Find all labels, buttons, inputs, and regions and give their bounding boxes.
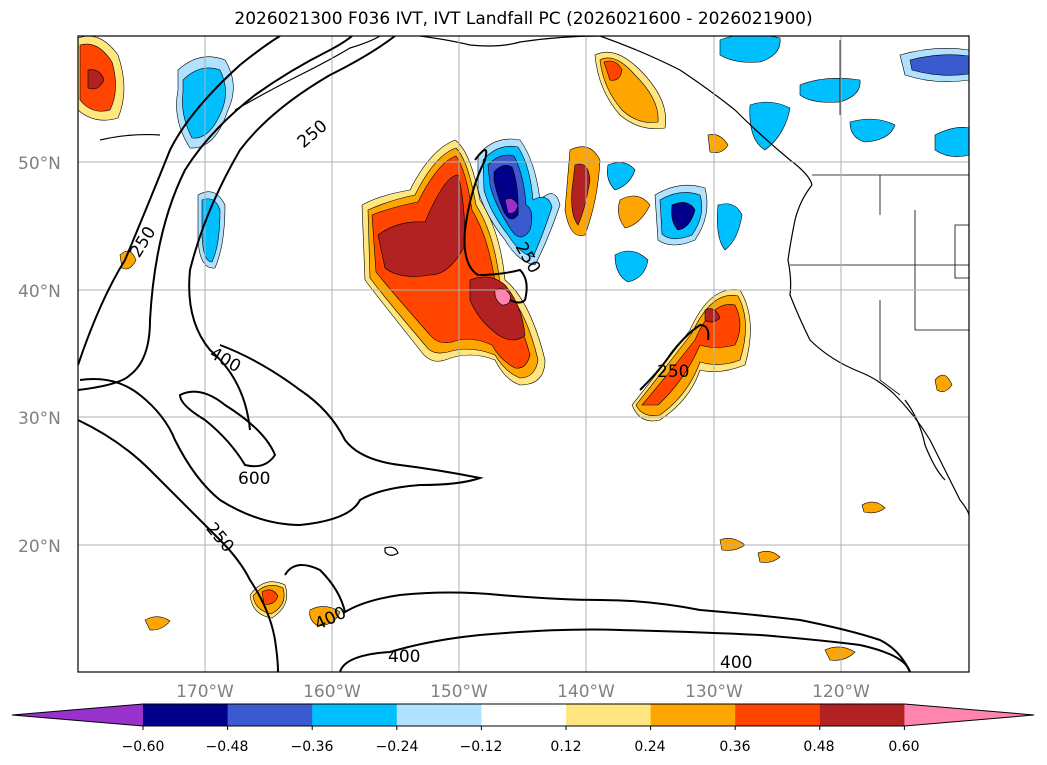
colorbar-tick-label: 0.60	[888, 739, 919, 755]
contour-label-400: 400	[388, 647, 420, 667]
colorbar-tick-label: −0.60	[122, 739, 165, 755]
borders	[790, 40, 969, 396]
colorbar-tick-label: −0.12	[460, 739, 503, 755]
pc-positive-region	[861, 501, 886, 514]
colorbar	[11, 703, 1035, 730]
colorbar-swatch	[481, 704, 567, 726]
colorbar-swatch	[312, 704, 398, 726]
colorbar-tick-label: 0.12	[550, 739, 581, 755]
pc-negative-region	[719, 36, 781, 63]
pc-positive-region	[641, 304, 741, 406]
colorbar-tick-label: −0.48	[206, 739, 249, 755]
contour-label-600: 600	[238, 469, 270, 489]
pc-positive-region	[618, 195, 651, 229]
colorbar-swatch	[227, 704, 313, 726]
lat-label: 20°N	[18, 537, 61, 557]
pc-positive-region	[603, 60, 623, 81]
lat-axis: 50°N 40°N 30°N 20°N	[18, 154, 61, 557]
colorbar-swatch	[735, 704, 821, 726]
contour-label-400: 400	[720, 653, 752, 673]
pc-negative-region	[504, 198, 519, 214]
lon-label: 140°W	[557, 682, 615, 702]
colorbar-extend-min	[12, 704, 143, 726]
colorbar-tick-label: 0.48	[803, 739, 834, 755]
colorbar-swatch	[566, 704, 652, 726]
pc-positive-region	[144, 616, 171, 631]
map-title: 2026021300 F036 IVT, IVT Landfall PC (20…	[234, 9, 813, 29]
lon-label: 120°W	[812, 682, 870, 702]
pc-negative-region	[607, 162, 636, 191]
pc-positive-region	[757, 550, 781, 563]
contour-label-250: 250	[657, 362, 689, 382]
colorbar-tick-label: −0.36	[291, 739, 334, 755]
pc-negative-region	[909, 54, 969, 76]
pc-positive-region	[261, 589, 279, 605]
map-panel: 250 250 250 250 250 400 400 400 400 600	[78, 36, 969, 673]
colorbar-tick-label: 0.36	[719, 739, 750, 755]
pc-positive-region	[119, 250, 137, 270]
pc-negative-region	[717, 203, 743, 251]
lon-label: 150°W	[430, 682, 488, 702]
coastlines	[99, 36, 969, 556]
map-frame	[77, 35, 970, 673]
pc-positive-region	[469, 276, 526, 341]
pc-positive-region	[824, 646, 856, 661]
lon-axis: 170°W 160°W 150°W 140°W 130°W 120°W	[176, 682, 870, 702]
lat-label: 50°N	[18, 154, 61, 174]
pc-positive-region	[377, 174, 466, 277]
colorbar-tick-labels: −0.60 −0.48 −0.36 −0.24 −0.12 0.12 0.24 …	[122, 739, 920, 755]
lat-label: 30°N	[18, 409, 61, 429]
lat-label: 40°N	[18, 282, 61, 302]
colorbar-swatch	[396, 704, 482, 726]
pc-negative-region	[934, 127, 969, 157]
pc-positive-region	[87, 69, 105, 90]
colorbar-swatch	[143, 704, 229, 726]
pc-positive-region	[494, 288, 511, 306]
pc-negative-region	[614, 250, 649, 283]
pc-negative-region	[182, 67, 226, 139]
colorbar-swatch	[650, 704, 736, 726]
pc-positive-region	[704, 308, 721, 323]
colorbar-tick-label: 0.24	[634, 739, 665, 755]
lon-label: 160°W	[303, 682, 361, 702]
pc-negative-region	[749, 101, 791, 151]
pc-shading	[78, 36, 969, 661]
pc-positive-region	[934, 374, 953, 392]
pc-negative-region	[671, 202, 696, 231]
colorbar-swatch	[819, 704, 905, 726]
colorbar-extend-max	[904, 704, 1034, 726]
pc-negative-region	[849, 118, 896, 143]
pc-negative-region	[799, 78, 861, 103]
ivt-contours	[78, 36, 911, 672]
colorbar-tick-label: −0.24	[376, 739, 419, 755]
lon-label: 130°W	[685, 682, 743, 702]
lon-label: 170°W	[176, 682, 234, 702]
